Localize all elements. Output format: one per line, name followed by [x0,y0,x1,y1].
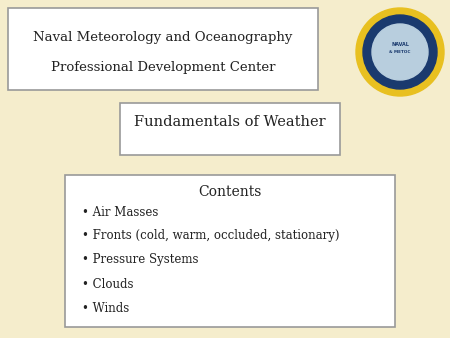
Text: • Clouds: • Clouds [82,277,134,290]
Text: Naval Meteorology and Oceanography: Naval Meteorology and Oceanography [33,31,293,45]
Text: • Pressure Systems: • Pressure Systems [82,254,198,266]
Text: Professional Development Center: Professional Development Center [51,62,275,74]
Text: NAVAL: NAVAL [391,42,409,47]
Text: & METOC: & METOC [389,50,411,54]
Text: • Fronts (cold, warm, occluded, stationary): • Fronts (cold, warm, occluded, stationa… [82,230,339,242]
Circle shape [356,8,444,96]
Text: • Winds: • Winds [82,301,129,314]
Text: Contents: Contents [198,185,262,199]
Text: • Air Masses: • Air Masses [82,206,158,218]
FancyBboxPatch shape [65,175,395,327]
FancyBboxPatch shape [8,8,318,90]
Circle shape [372,24,428,80]
Circle shape [363,15,437,89]
FancyBboxPatch shape [120,103,340,155]
Text: Fundamentals of Weather: Fundamentals of Weather [134,115,326,129]
